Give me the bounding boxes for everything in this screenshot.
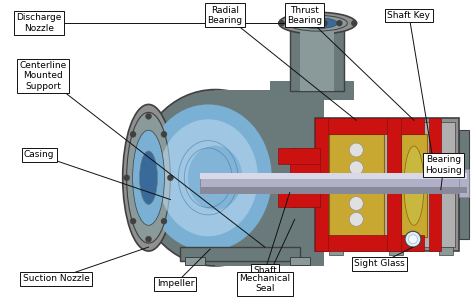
- Bar: [315, 118, 459, 251]
- Text: Suction Nozzle: Suction Nozzle: [23, 274, 90, 283]
- Circle shape: [409, 235, 418, 244]
- Circle shape: [167, 175, 173, 181]
- Ellipse shape: [298, 18, 337, 29]
- Polygon shape: [270, 81, 354, 101]
- Text: Centerline
Mounted
Support: Centerline Mounted Support: [19, 61, 67, 91]
- Bar: [429, 165, 447, 174]
- Ellipse shape: [404, 146, 424, 225]
- Bar: [200, 173, 466, 179]
- Text: Shaft: Shaft: [253, 266, 277, 275]
- Bar: [300, 21, 335, 91]
- Ellipse shape: [158, 119, 258, 236]
- Bar: [200, 187, 466, 193]
- Text: Mechanical
Seal: Mechanical Seal: [239, 274, 291, 294]
- Circle shape: [349, 161, 363, 175]
- Circle shape: [349, 179, 363, 193]
- Bar: [290, 257, 310, 265]
- Circle shape: [349, 197, 363, 210]
- Text: Sight Glass: Sight Glass: [354, 259, 404, 268]
- Bar: [315, 235, 424, 251]
- Circle shape: [337, 21, 342, 26]
- Bar: [439, 247, 453, 255]
- Text: Discharge
Nozzle: Discharge Nozzle: [17, 14, 62, 33]
- Text: Thrust
Bearing: Thrust Bearing: [287, 5, 322, 25]
- Circle shape: [161, 131, 167, 137]
- Ellipse shape: [123, 104, 174, 251]
- Bar: [459, 169, 469, 197]
- Text: Impeller: Impeller: [157, 279, 194, 288]
- Bar: [315, 118, 328, 251]
- Bar: [329, 247, 343, 255]
- Bar: [319, 122, 455, 247]
- Bar: [389, 247, 403, 255]
- Bar: [401, 134, 427, 237]
- Ellipse shape: [288, 15, 347, 31]
- Bar: [278, 192, 319, 207]
- Text: Shaft Key: Shaft Key: [387, 11, 430, 20]
- Circle shape: [124, 175, 129, 181]
- Circle shape: [146, 113, 152, 119]
- Ellipse shape: [139, 151, 157, 204]
- Circle shape: [307, 21, 312, 26]
- Text: Radial
Bearing: Radial Bearing: [208, 5, 243, 25]
- Ellipse shape: [188, 146, 243, 210]
- Bar: [278, 148, 319, 164]
- Circle shape: [161, 218, 167, 224]
- Text: Bearing
Housing: Bearing Housing: [425, 155, 462, 175]
- Bar: [200, 173, 466, 193]
- Ellipse shape: [279, 12, 356, 34]
- Ellipse shape: [133, 130, 164, 225]
- Bar: [387, 118, 401, 251]
- FancyBboxPatch shape: [290, 21, 345, 91]
- Bar: [315, 118, 424, 134]
- Circle shape: [130, 218, 136, 224]
- Circle shape: [405, 231, 421, 247]
- Bar: [459, 130, 469, 239]
- Ellipse shape: [127, 112, 170, 243]
- Circle shape: [130, 131, 136, 137]
- Ellipse shape: [145, 104, 272, 251]
- Circle shape: [279, 21, 284, 26]
- Bar: [329, 134, 384, 237]
- Circle shape: [292, 21, 297, 26]
- Bar: [429, 118, 441, 251]
- Bar: [215, 90, 325, 266]
- Bar: [290, 148, 319, 207]
- Text: Casing: Casing: [24, 150, 55, 159]
- Circle shape: [349, 143, 363, 157]
- Bar: [185, 257, 205, 265]
- Circle shape: [352, 21, 357, 26]
- Ellipse shape: [136, 90, 295, 266]
- Bar: [180, 247, 300, 261]
- Circle shape: [322, 21, 327, 26]
- Circle shape: [349, 212, 363, 226]
- Circle shape: [146, 236, 152, 242]
